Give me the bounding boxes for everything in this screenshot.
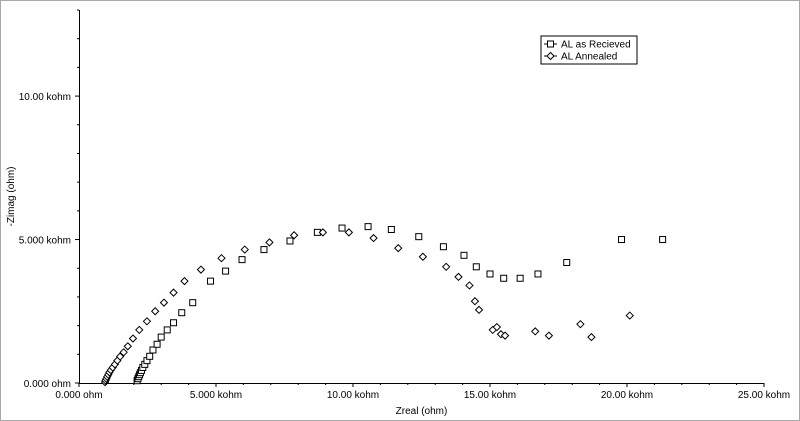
data-points (100, 223, 667, 387)
data-point (563, 258, 571, 266)
data-point (286, 237, 294, 245)
data-point (318, 228, 328, 237)
x-tick-label: 0.000 ohm (55, 390, 102, 401)
data-point (178, 309, 186, 317)
data-point (418, 252, 428, 261)
x-tick-label: 15.00 kohm (464, 390, 516, 401)
series-as-recieved (133, 223, 667, 385)
data-point (492, 322, 502, 332)
data-point (474, 305, 484, 315)
data-point (128, 334, 138, 343)
data-point (159, 298, 169, 307)
data-point (415, 233, 423, 241)
y-tick-label: 10.00 kohm (19, 92, 71, 103)
x-tick-label: 20.00 kohm (601, 390, 653, 401)
data-point (196, 265, 206, 274)
data-point (119, 348, 128, 357)
data-point (146, 352, 154, 360)
x-axis-title: Zreal (ohm) (396, 406, 448, 417)
y-tick-label: 5.000 kohm (19, 236, 71, 247)
data-point (180, 276, 189, 286)
data-point (217, 253, 226, 263)
data-point (260, 246, 268, 254)
data-point (516, 274, 524, 282)
data-point (115, 352, 125, 361)
data-point (534, 270, 542, 278)
data-point (238, 256, 246, 264)
data-point (163, 326, 171, 334)
data-point (170, 319, 178, 327)
legend-label: AL as Recieved (561, 40, 631, 51)
data-point (265, 238, 274, 247)
data-point (587, 332, 596, 342)
legend-marker (546, 51, 555, 61)
data-point (153, 340, 161, 348)
x-tick-label: 25.00 kohm (738, 390, 790, 401)
data-point (439, 243, 447, 251)
data-point (500, 274, 508, 282)
data-point (659, 236, 667, 244)
data-point (618, 236, 626, 244)
data-point (465, 281, 474, 290)
data-point (441, 262, 451, 272)
data-point (460, 251, 468, 259)
data-point (387, 225, 395, 233)
legend-label: AL Annealed (561, 52, 617, 63)
data-point (149, 346, 157, 354)
data-point (486, 270, 494, 278)
data-point (344, 228, 354, 237)
ticks: 0.000 ohm 5.000 kohm 10.00 kohm 15.00 kohm 2… (19, 9, 790, 401)
data-point (123, 342, 132, 351)
data-point (157, 333, 165, 341)
data-point (240, 245, 249, 254)
data-point (394, 243, 403, 253)
data-point (576, 319, 585, 329)
data-point (289, 231, 299, 240)
y-axis-title: -Zimag (ohm) (6, 166, 17, 226)
data-point (135, 325, 144, 335)
y-tick-label: 0.000 ohm (24, 379, 71, 390)
data-point (189, 299, 197, 307)
data-point (207, 277, 215, 285)
data-point (364, 223, 372, 231)
x-tick-label: 5.000 kohm (190, 390, 242, 401)
data-point (454, 272, 463, 282)
series-annealed (100, 228, 634, 387)
x-tick-label: 10.00 kohm (327, 390, 379, 401)
data-point (531, 327, 540, 336)
legend-marker (547, 40, 554, 48)
data-point (470, 297, 480, 306)
data-point (500, 331, 510, 340)
data-point (169, 288, 178, 297)
data-point (150, 307, 160, 316)
legend-box (540, 35, 638, 65)
data-point (142, 317, 152, 326)
data-point (222, 267, 230, 275)
data-point (472, 263, 480, 271)
axes (79, 10, 764, 384)
data-point (544, 331, 554, 340)
data-point (369, 233, 378, 243)
data-point (338, 224, 346, 232)
data-point (625, 311, 634, 320)
